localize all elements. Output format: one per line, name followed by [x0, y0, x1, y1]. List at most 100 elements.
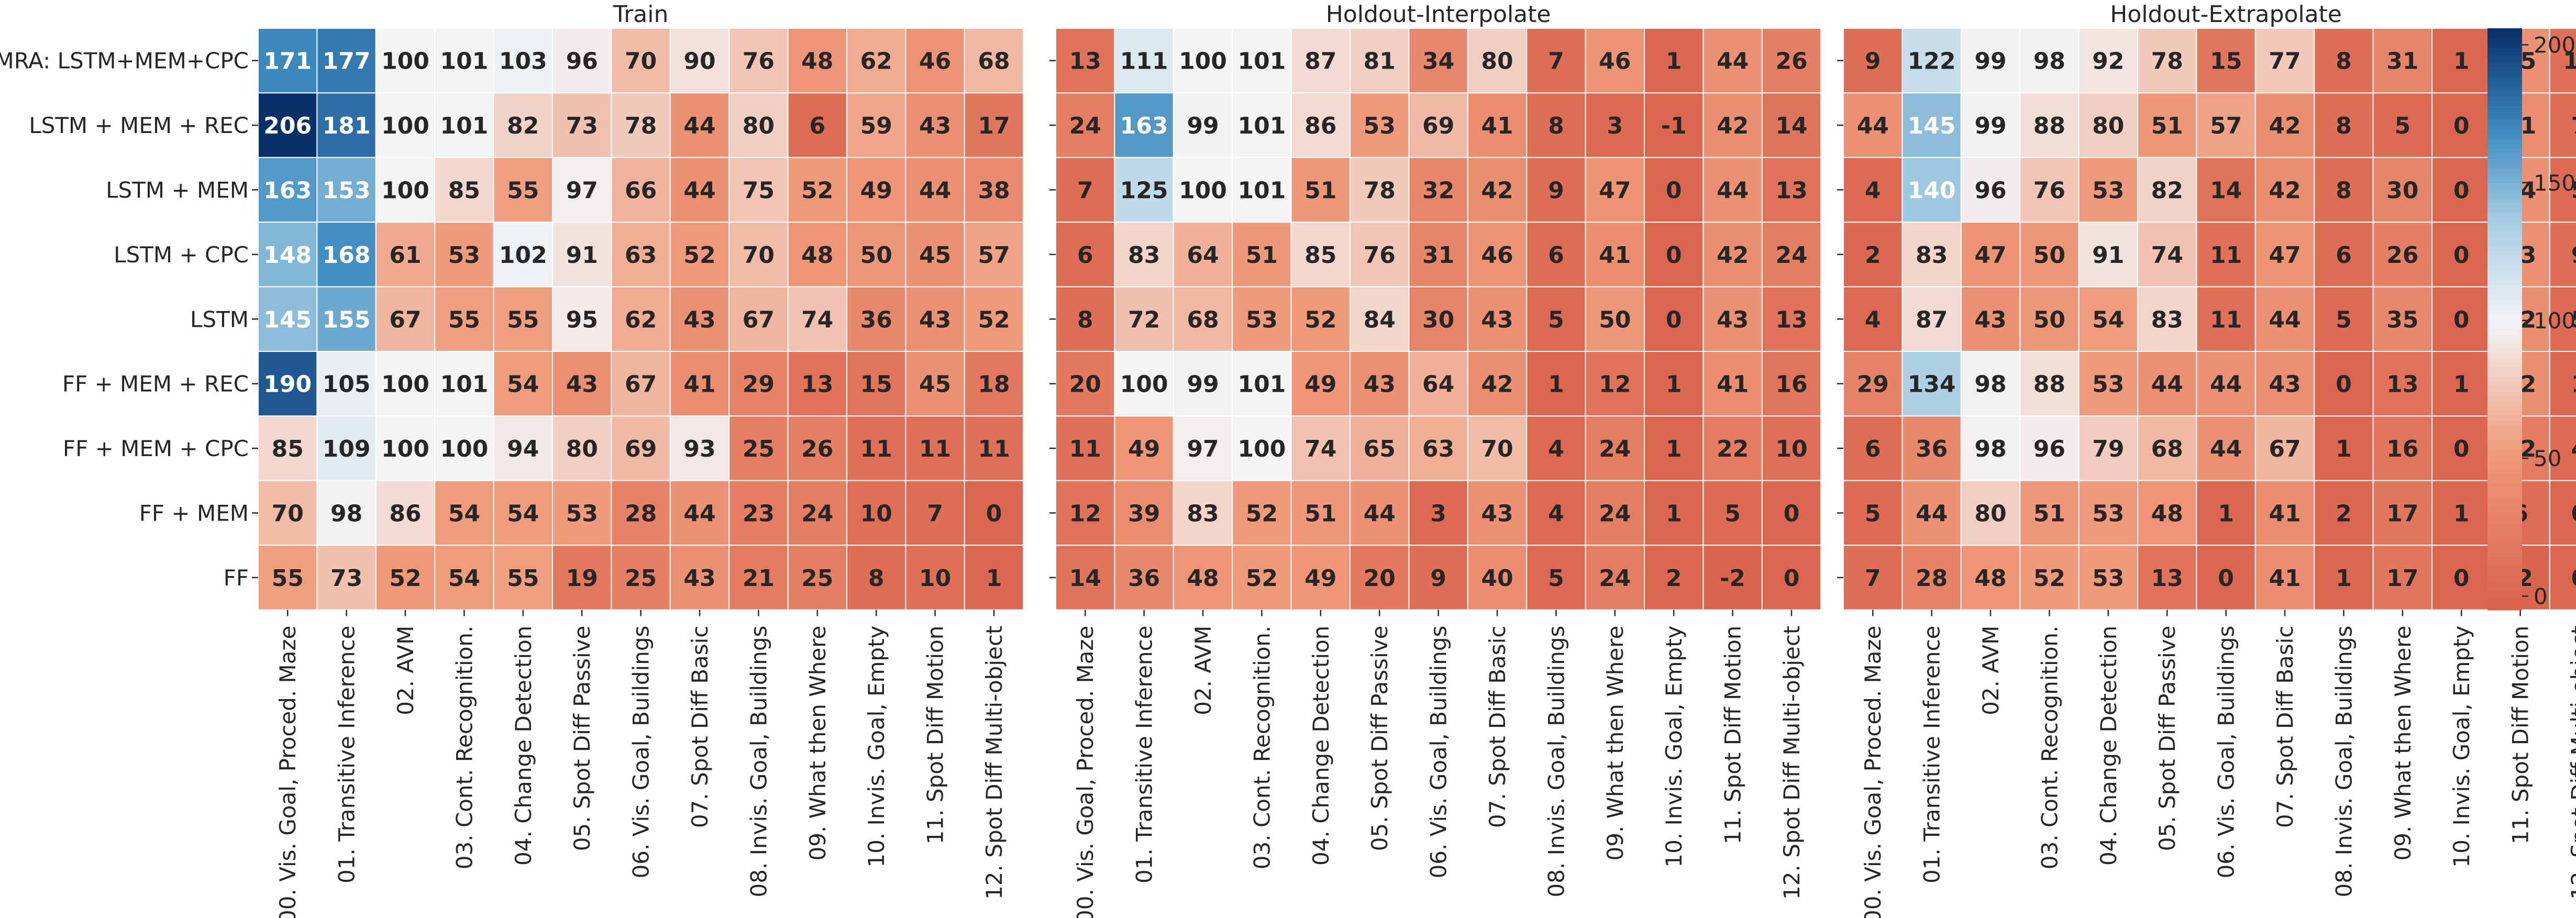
- cell-label: 85: [448, 178, 480, 204]
- cell-label: 99: [1974, 48, 2006, 75]
- colorbar-tick-label: 150: [2534, 170, 2575, 196]
- colorbar-segment: [2487, 392, 2522, 397]
- heatmap-cell: [1408, 545, 1468, 611]
- cell-label: 0: [1666, 306, 1682, 333]
- cell-label: 43: [1364, 371, 1396, 398]
- cell-label: 100: [1120, 371, 1168, 398]
- heatmap-cell: [2137, 28, 2197, 94]
- heatmap-cell: [2431, 28, 2492, 94]
- heatmap-cell: [2372, 545, 2433, 611]
- heatmap-cell: [1173, 545, 1233, 611]
- heatmap-cell: [2196, 545, 2256, 611]
- cell-label: 86: [389, 501, 421, 527]
- colorbar-segment: [2487, 159, 2522, 165]
- cell-label: 44: [2210, 371, 2242, 398]
- heatmap-cell: [375, 351, 436, 417]
- heatmap-cell: [669, 545, 730, 611]
- cell-label: 78: [2151, 48, 2183, 75]
- heatmap-cell: [375, 415, 436, 481]
- cell-label: 155: [323, 306, 371, 333]
- heatmap-cell: [2078, 351, 2139, 417]
- cell-label: 5: [2394, 113, 2411, 139]
- cell-label: 1: [2218, 501, 2234, 527]
- heatmap-cell: [258, 222, 318, 287]
- heatmap-cell: [2549, 92, 2576, 158]
- cell-label: 44: [1717, 48, 1749, 75]
- heatmap-cell: [552, 545, 612, 611]
- cell-label: 43: [1481, 306, 1513, 333]
- colorbar-segment: [2487, 479, 2522, 484]
- cell-label: 6: [1865, 436, 1881, 462]
- column-label: 04. Change Detection: [511, 626, 536, 866]
- colorbar-segment: [2487, 48, 2522, 53]
- cell-label: 11: [919, 436, 951, 462]
- colorbar-segment: [2487, 503, 2522, 509]
- heatmap-cell: [1644, 222, 1704, 287]
- cell-label: 41: [1599, 242, 1631, 269]
- cell-label: 5: [1548, 306, 1564, 333]
- cell-label: 76: [2033, 178, 2065, 204]
- row-label: MRA: LSTM+MEM+CPC: [0, 48, 249, 74]
- cell-label: 25: [801, 565, 833, 592]
- column-label: 10. Invis. Goal, Empty: [1661, 626, 1687, 868]
- cell-label: 145: [1908, 113, 1956, 139]
- heatmap-cell: [611, 286, 671, 352]
- column-label: 10. Invis. Goal, Empty: [864, 626, 889, 868]
- heatmap-cell: [2019, 480, 2080, 546]
- colorbar-segment: [2487, 508, 2522, 514]
- colorbar-segment: [2487, 532, 2522, 538]
- cell-label: 41: [2269, 501, 2301, 527]
- colorbar-tick-label: 100: [2534, 308, 2575, 334]
- heatmap-cell: [493, 157, 553, 223]
- colorbar-segment: [2487, 377, 2522, 383]
- cell-label: 41: [1481, 113, 1513, 139]
- heatmap-cell: [493, 415, 553, 481]
- colorbar-segment: [2487, 605, 2522, 611]
- colorbar-segment: [2487, 81, 2522, 87]
- cell-label: 41: [2269, 565, 2301, 592]
- colorbar-segment: [2487, 430, 2522, 436]
- cell-label: 0: [1784, 501, 1800, 527]
- column-label: 02. AVM: [393, 626, 418, 715]
- heatmap-cell: [434, 351, 494, 417]
- colorbar-tick-label: 0: [2534, 583, 2548, 609]
- cell-label: 7: [2571, 113, 2576, 139]
- colorbar-segment: [2487, 125, 2522, 131]
- colorbar-segment: [2487, 571, 2522, 577]
- colorbar-segment: [2487, 91, 2522, 97]
- cell-label: 1: [2336, 436, 2352, 462]
- cell-label: 52: [801, 178, 833, 204]
- cell-label: 0: [1784, 565, 1800, 592]
- colorbar-segment: [2487, 236, 2522, 242]
- cell-label: 67: [743, 306, 775, 333]
- heatmap-cell: [2431, 545, 2492, 611]
- heatmap-cell: [846, 415, 906, 481]
- colorbar-segment: [2487, 183, 2522, 189]
- cell-label: 100: [381, 113, 429, 139]
- column-label: 00. Vis. Goal, Proced. Maze: [275, 626, 301, 918]
- heatmap-cell: [1761, 222, 1822, 287]
- row-labels: MRA: LSTM+MEM+CPC LSTM + MEM + REC LSTM + …: [0, 48, 249, 591]
- heatmap-cell: [728, 545, 789, 611]
- heatmap-cell: [1114, 92, 1174, 158]
- cell-label: 28: [625, 501, 657, 527]
- colorbar-segment: [2487, 135, 2522, 140]
- cell-label: 9: [1548, 178, 1564, 204]
- cell-label: 62: [860, 48, 892, 75]
- heatmap-cell: [1901, 351, 1962, 417]
- heatmap-cell: [2196, 286, 2256, 352]
- heatmap-cell: [2078, 286, 2139, 352]
- heatmap-cell: [2372, 222, 2433, 287]
- cell-label: 44: [683, 178, 715, 204]
- cell-label: 4: [1548, 501, 1564, 527]
- heatmap-cell: [1408, 157, 1468, 223]
- heatmap-cell: [2196, 351, 2256, 417]
- heatmap-cell: [258, 415, 318, 481]
- heatmap-cell: [434, 415, 494, 481]
- heatmap-cell: [787, 157, 847, 223]
- colorbar-segment: [2487, 212, 2522, 218]
- cell-label: 80: [1974, 501, 2006, 527]
- heatmap-cell: [375, 480, 436, 546]
- heatmap-cell: [434, 480, 494, 546]
